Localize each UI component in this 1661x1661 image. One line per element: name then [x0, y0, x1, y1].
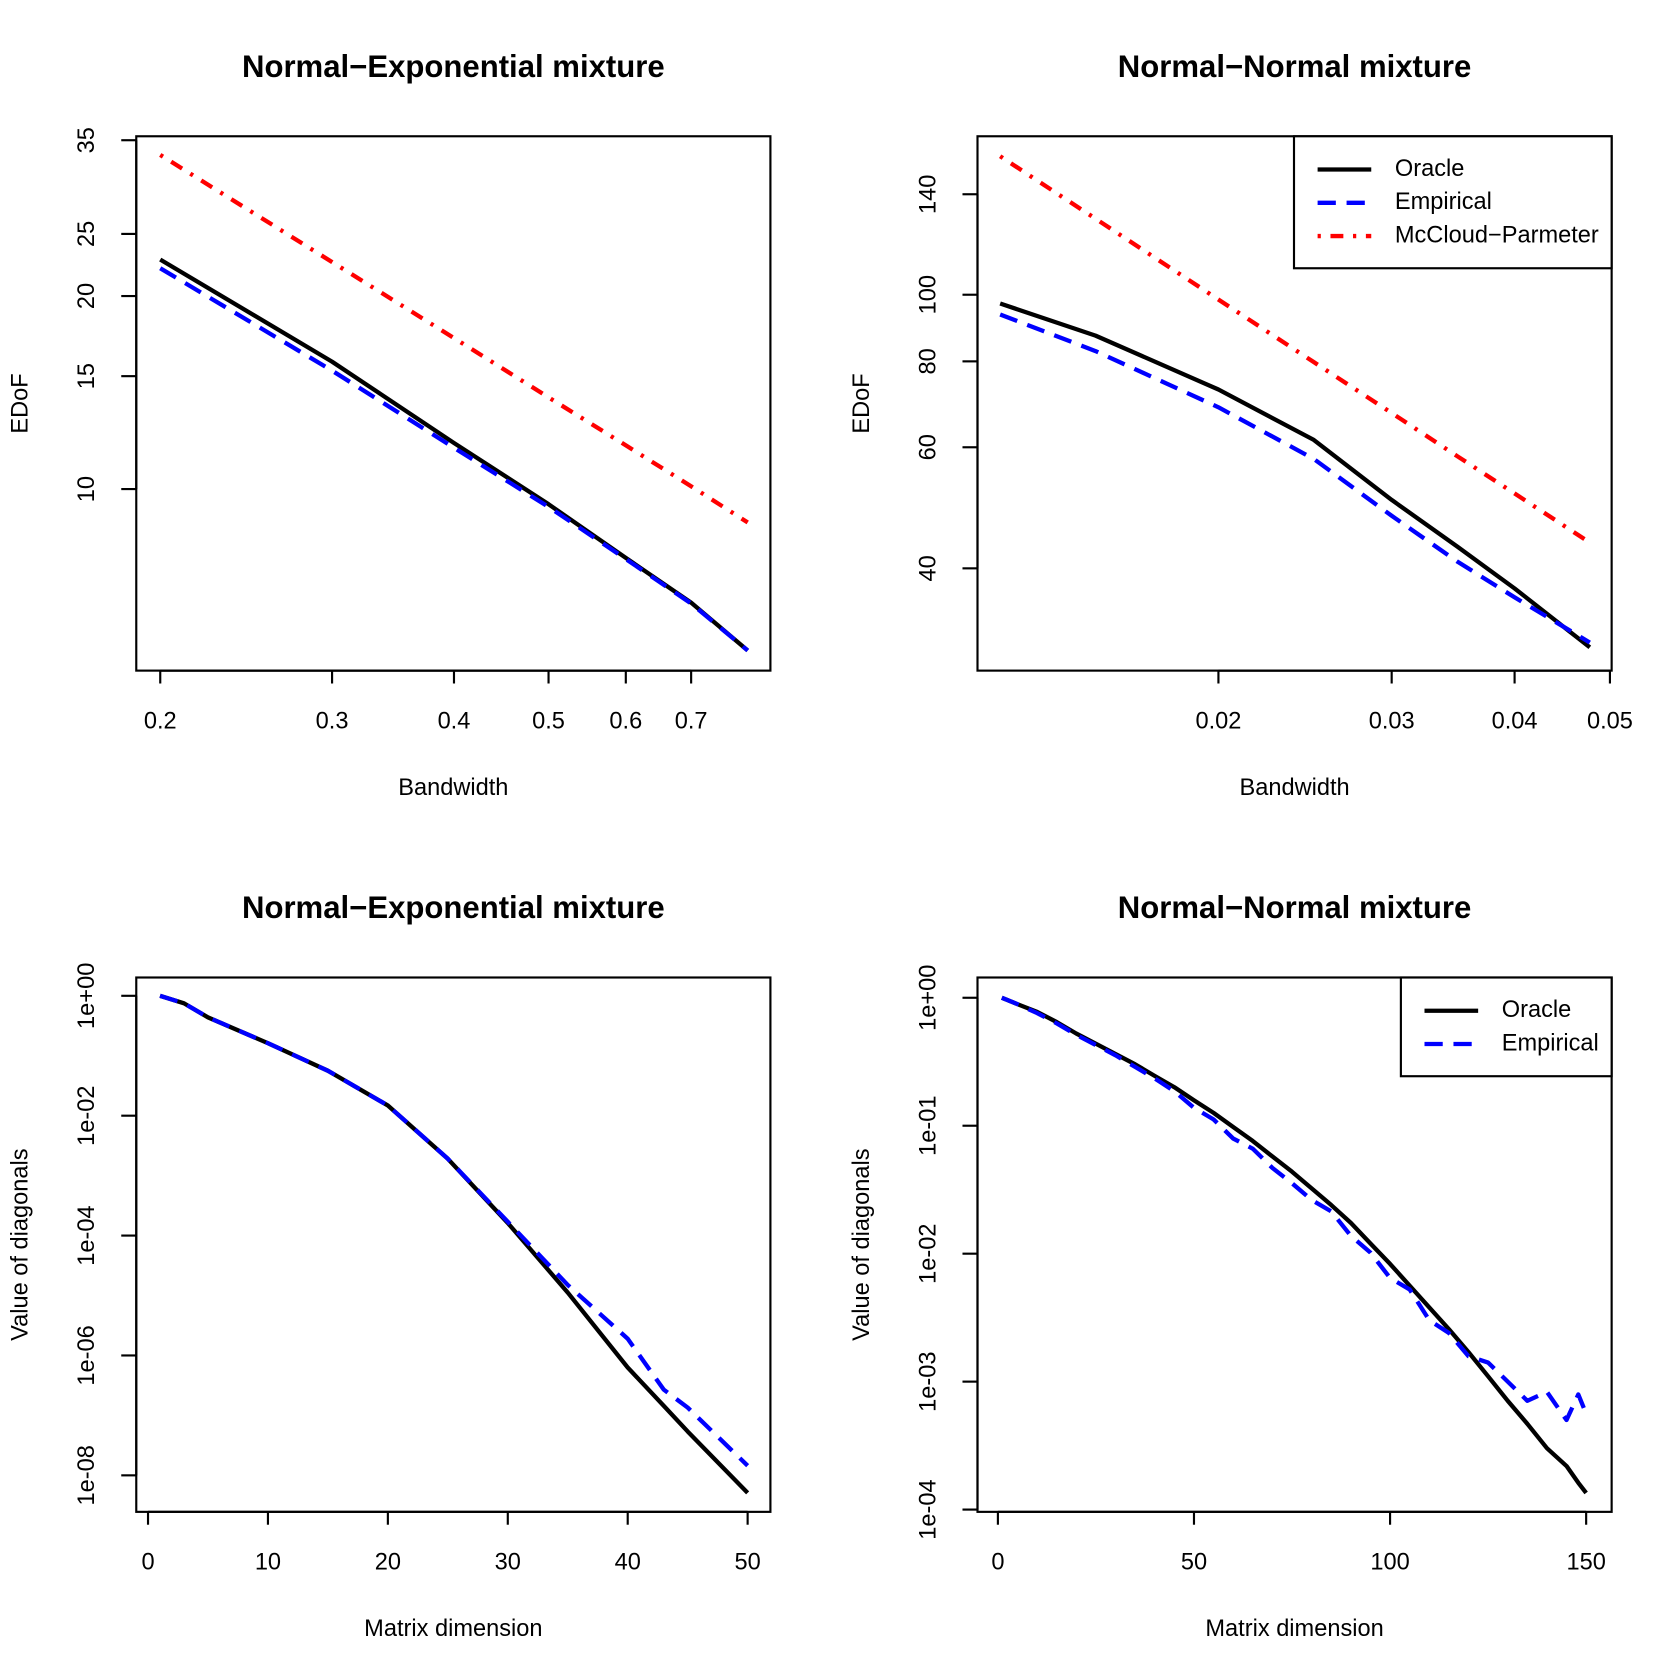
- y-axis-label: Value of diagonals: [8, 1148, 34, 1340]
- series-line: [159, 266, 750, 653]
- x-tick-label: 10: [255, 1550, 281, 1576]
- series-line: [999, 301, 1592, 650]
- y-axis-label: EDoF: [8, 373, 34, 433]
- x-tick-label: 50: [735, 1550, 761, 1576]
- x-tick-label: 0.03: [1369, 708, 1415, 734]
- y-tick-label: 25: [74, 221, 100, 247]
- x-axis-label: Matrix dimension: [1205, 1616, 1383, 1642]
- x-tick-label: 40: [615, 1550, 641, 1576]
- y-tick-label: 100: [915, 275, 941, 314]
- series-line: [159, 153, 749, 525]
- y-tick-label: 1e-04: [74, 1205, 100, 1265]
- y-tick-label: 40: [915, 555, 941, 581]
- x-axis-label: Bandwidth: [1239, 775, 1349, 801]
- series-line: [159, 257, 750, 653]
- y-tick-label: 1e+00: [74, 963, 100, 1029]
- x-axis-label: Bandwidth: [398, 775, 508, 801]
- y-tick-label: 10: [74, 476, 100, 502]
- x-tick-label: 0.02: [1195, 708, 1241, 734]
- panel: Normal−Exponential mixture 0 10 20 30 40 50 Mat…: [8, 890, 772, 1642]
- legend-label: Empirical: [1395, 189, 1492, 215]
- legend-box: [1399, 976, 1613, 1078]
- x-tick-label: 0.05: [1587, 708, 1633, 734]
- plot-box: [135, 976, 772, 1513]
- series-line: [159, 993, 750, 1495]
- x-tick-label: 0.5: [532, 708, 565, 734]
- chart-title: Normal−Normal mixture: [1118, 890, 1472, 925]
- x-tick-label: 0: [991, 1550, 1004, 1576]
- x-tick-label: 50: [1181, 1550, 1207, 1576]
- y-tick-label: 1e-04: [915, 1479, 941, 1539]
- legend-label: Oracle: [1502, 997, 1572, 1023]
- x-tick-label: 150: [1566, 1550, 1605, 1576]
- series-line: [159, 993, 750, 1468]
- chart-title: Normal−Exponential mixture: [242, 49, 665, 84]
- y-tick-label: 1e-02: [915, 1223, 941, 1283]
- legend: Oracle Empirical: [1399, 976, 1613, 1078]
- x-tick-label: 0.6: [609, 708, 642, 734]
- x-tick-label: 0: [141, 1550, 154, 1576]
- y-tick-label: 140: [915, 175, 941, 214]
- y-tick-label: 20: [74, 283, 100, 309]
- series-line: [999, 312, 1591, 645]
- x-tick-label: 0.04: [1492, 708, 1538, 734]
- x-tick-label: 0.3: [316, 708, 349, 734]
- x-tick-label: 30: [495, 1550, 521, 1576]
- x-tick-label: 20: [375, 1550, 401, 1576]
- legend: Oracle Empirical McCloud−Parmeter: [1292, 135, 1613, 270]
- x-tick-label: 0.4: [438, 708, 471, 734]
- y-axis-label: EDoF: [849, 373, 875, 433]
- y-tick-label: 80: [915, 348, 941, 374]
- y-tick-label: 15: [74, 363, 100, 389]
- x-tick-label: 0.2: [144, 708, 177, 734]
- legend-label: Empirical: [1502, 1030, 1599, 1056]
- y-tick-label: 1e-06: [74, 1325, 100, 1385]
- chart-title: Normal−Normal mixture: [1118, 49, 1472, 84]
- x-axis-label: Matrix dimension: [364, 1616, 542, 1642]
- series-line: [1001, 995, 1589, 1423]
- y-tick-label: 1e-03: [915, 1351, 941, 1411]
- series-line: [1001, 995, 1588, 1495]
- series-line: [998, 154, 1591, 545]
- legend-label: McCloud−Parmeter: [1395, 222, 1599, 248]
- chart-title: Normal−Exponential mixture: [242, 890, 665, 925]
- y-tick-label: 1e-02: [74, 1086, 100, 1146]
- y-axis-label: Value of diagonals: [849, 1148, 875, 1340]
- y-tick-label: 60: [915, 434, 941, 460]
- y-tick-label: 1e-08: [74, 1445, 100, 1505]
- panel: Normal−Normal mixture 0.02 0.03 0.04 0.05 Ban…: [849, 49, 1633, 801]
- x-tick-label: 100: [1370, 1550, 1409, 1576]
- y-tick-label: 1e-01: [915, 1096, 941, 1156]
- y-tick-label: 35: [74, 127, 100, 153]
- panel: Normal−Normal mixture 0 50 100 150 Matrix dim…: [849, 890, 1613, 1642]
- legend-label: Oracle: [1395, 156, 1465, 182]
- y-tick-label: 1e+00: [915, 965, 941, 1031]
- x-tick-label: 0.7: [675, 708, 708, 734]
- panel: Normal−Exponential mixture 0.2 0.3 0.4 0.5 0.…: [8, 49, 772, 801]
